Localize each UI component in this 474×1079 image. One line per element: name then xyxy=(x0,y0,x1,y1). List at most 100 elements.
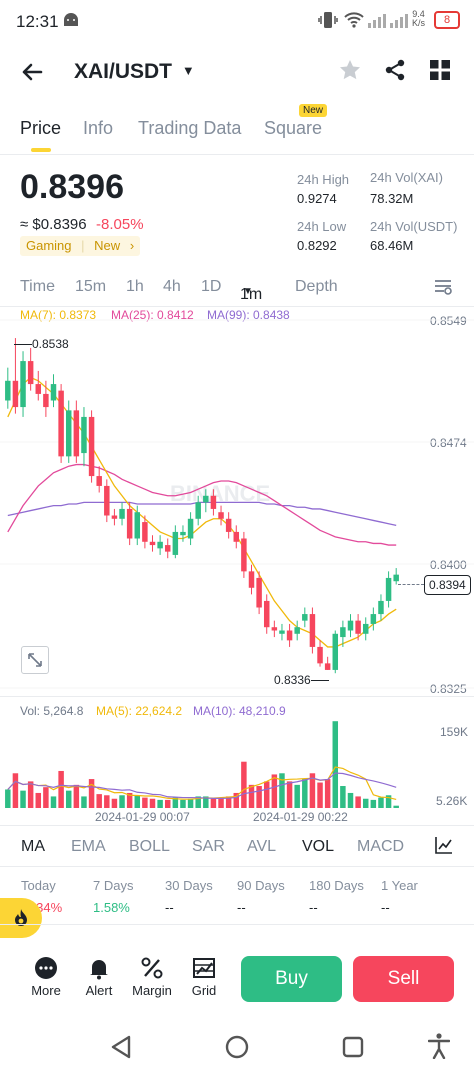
accessibility-icon[interactable] xyxy=(427,1033,451,1064)
perf-label-today: Today xyxy=(21,878,56,893)
volume-bar xyxy=(332,721,339,808)
candle xyxy=(104,479,110,523)
candle xyxy=(157,535,163,555)
perf-value-7d: 1.58% xyxy=(93,900,130,915)
candle xyxy=(378,594,384,621)
perf-divider xyxy=(0,866,474,867)
vol-tick-2: 5.26K xyxy=(436,794,468,808)
candle xyxy=(142,515,148,549)
status-time: 12:31 xyxy=(16,12,59,31)
candle xyxy=(27,347,34,391)
candle xyxy=(355,614,361,641)
tf-divider xyxy=(0,306,474,307)
grid-trading-icon xyxy=(193,958,215,978)
high-marker-value: 0.8538 xyxy=(32,337,69,351)
nav-recents-icon[interactable] xyxy=(342,1036,364,1063)
tab-divider xyxy=(0,154,474,155)
volume-bar xyxy=(271,774,278,808)
volume-bar xyxy=(225,796,232,808)
tab-info[interactable]: Info xyxy=(83,118,114,138)
last-price: 0.8396 xyxy=(20,168,124,206)
volume-bar xyxy=(385,795,392,808)
tf-1h[interactable]: 1h xyxy=(126,278,144,295)
price-summary: 0.8396 ≈ $0.8396 -8.05% Gaming | New › 2… xyxy=(0,160,474,260)
header: XAI/USDT ▼ xyxy=(0,44,474,104)
tab-trading-data[interactable]: Trading Data xyxy=(138,118,242,138)
perf-value-90d: -- xyxy=(237,900,246,915)
buy-button[interactable]: Buy xyxy=(241,956,342,1002)
tab-square[interactable]: Square xyxy=(264,118,323,138)
category-tags[interactable]: Gaming | New › xyxy=(20,236,141,256)
vol-usdt-value: 68.46M xyxy=(370,238,414,253)
candle xyxy=(233,525,240,549)
vol-ma5-legend: MA(5): 22,624.2 xyxy=(96,704,183,718)
expand-icon[interactable] xyxy=(21,646,49,674)
wifi-icon xyxy=(344,11,364,34)
tf-4h[interactable]: 4h xyxy=(163,278,181,295)
volume-bar xyxy=(309,773,316,808)
share-icon[interactable] xyxy=(383,58,407,87)
ind-sar[interactable]: SAR xyxy=(192,838,225,855)
floating-flame-button[interactable] xyxy=(0,898,42,938)
candle xyxy=(111,508,118,526)
performance-row: Today 7 Days 30 Days 90 Days 180 Days 1 … xyxy=(0,870,474,920)
nav-grid-label: Grid xyxy=(191,983,217,998)
volume-bar xyxy=(355,796,361,808)
price-tick-3: 0.8400 xyxy=(430,558,467,572)
volume-bar xyxy=(157,799,163,808)
nav-alert[interactable]: Alert xyxy=(74,956,124,998)
chart-settings-icon[interactable] xyxy=(433,276,453,301)
sell-button[interactable]: Sell xyxy=(353,956,454,1002)
candle xyxy=(225,512,232,539)
volume-bar xyxy=(111,798,118,808)
signal-icon xyxy=(368,12,408,33)
kline-chart[interactable]: BINANCE xyxy=(0,306,474,826)
back-arrow-icon[interactable] xyxy=(20,60,44,89)
tf-depth[interactable]: Depth xyxy=(295,278,338,295)
volume-bar xyxy=(263,781,270,808)
volume-bar xyxy=(96,794,102,808)
pair-selector[interactable]: XAI/USDT ▼ xyxy=(74,60,195,84)
nav-back-icon[interactable] xyxy=(109,1034,133,1065)
volume-bar xyxy=(149,798,156,808)
caret-down-icon: ▼ xyxy=(181,63,195,78)
ind-vol[interactable]: VOL xyxy=(302,838,335,855)
more-icon xyxy=(35,957,57,979)
volume-bar xyxy=(73,784,80,808)
volume-bar xyxy=(324,779,331,808)
ind-boll[interactable]: BOLL xyxy=(129,838,170,855)
volume-bar xyxy=(104,795,110,808)
volume-bar xyxy=(35,792,42,808)
volume-bar xyxy=(378,797,384,808)
ind-avl[interactable]: AVL xyxy=(247,838,277,855)
indicator-edit-icon[interactable] xyxy=(435,836,453,859)
tf-time[interactable]: Time xyxy=(20,278,55,295)
tf-1d[interactable]: 1D xyxy=(201,278,222,295)
price-change: -8.05% xyxy=(96,216,144,233)
candle xyxy=(134,505,141,546)
ind-ema[interactable]: EMA xyxy=(71,838,106,855)
ind-macd[interactable]: MACD xyxy=(357,838,405,855)
tf-15m[interactable]: 15m xyxy=(75,278,107,295)
current-price-line xyxy=(398,584,424,585)
price-tick-1: 0.8549 xyxy=(430,314,467,328)
candle xyxy=(362,617,369,641)
ind-ma[interactable]: MA xyxy=(21,838,45,855)
low-label: 24h Low xyxy=(297,219,347,234)
high-marker: 0.8538 xyxy=(14,337,69,351)
perf-label-1y: 1 Year xyxy=(381,878,418,893)
candle xyxy=(96,466,102,493)
tab-price[interactable]: Price xyxy=(20,118,62,138)
candle xyxy=(393,568,399,585)
volume-bar xyxy=(65,790,72,808)
favorite-star-icon[interactable] xyxy=(338,58,362,87)
grid-layout-icon[interactable] xyxy=(430,60,450,85)
nav-margin[interactable]: Margin xyxy=(127,956,177,998)
volume-bar xyxy=(195,796,201,808)
volume-bar xyxy=(50,796,57,808)
volume-bar xyxy=(172,797,179,808)
nav-home-icon[interactable] xyxy=(225,1035,249,1064)
nav-grid[interactable]: Grid xyxy=(179,956,229,998)
vol-xai-label: 24h Vol(XAI) xyxy=(370,170,443,185)
nav-more[interactable]: More xyxy=(21,956,71,998)
